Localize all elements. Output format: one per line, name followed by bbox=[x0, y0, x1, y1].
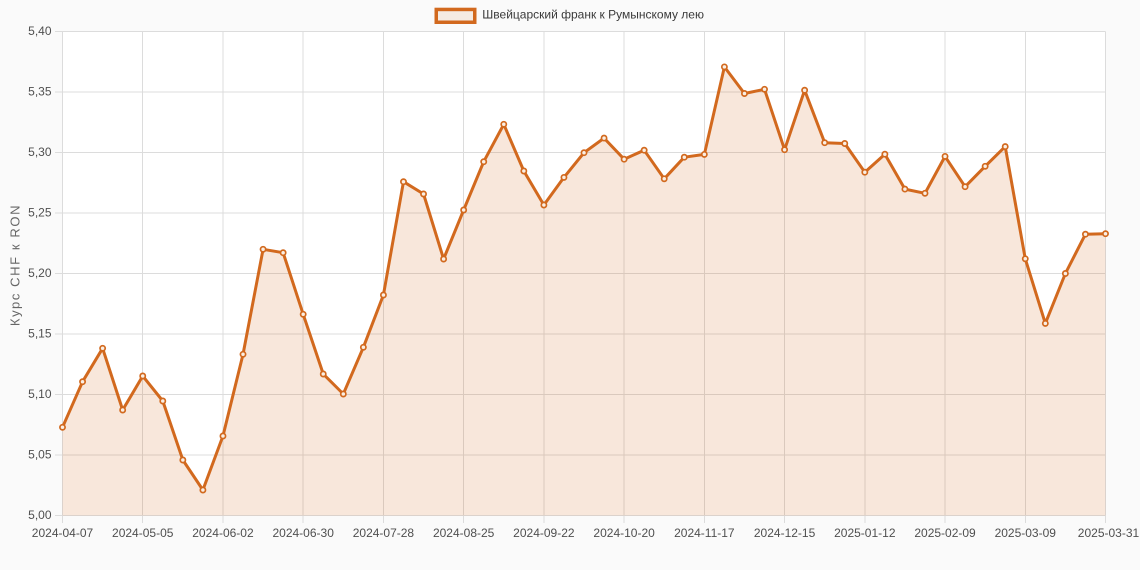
svg-text:2025-03-09: 2025-03-09 bbox=[995, 526, 1057, 540]
svg-text:Курс CHF к RON: Курс CHF к RON bbox=[8, 204, 23, 326]
svg-text:2024-04-07: 2024-04-07 bbox=[32, 526, 94, 540]
svg-text:2024-09-22: 2024-09-22 bbox=[513, 526, 575, 540]
svg-text:Швейцарский франк к Румынскому: Швейцарский франк к Румынскому лею bbox=[482, 8, 704, 22]
svg-text:2024-07-28: 2024-07-28 bbox=[353, 526, 415, 540]
svg-text:5,35: 5,35 bbox=[28, 84, 52, 98]
svg-text:2024-05-05: 2024-05-05 bbox=[112, 526, 174, 540]
svg-text:5,10: 5,10 bbox=[28, 387, 52, 401]
svg-text:5,05: 5,05 bbox=[28, 447, 52, 461]
svg-text:2025-03-31: 2025-03-31 bbox=[1078, 526, 1140, 540]
svg-text:2025-01-12: 2025-01-12 bbox=[834, 526, 896, 540]
svg-text:5,40: 5,40 bbox=[28, 24, 52, 38]
svg-text:5,15: 5,15 bbox=[28, 326, 52, 340]
svg-text:2024-06-02: 2024-06-02 bbox=[192, 526, 254, 540]
svg-text:2025-02-09: 2025-02-09 bbox=[914, 526, 976, 540]
svg-text:2024-08-25: 2024-08-25 bbox=[433, 526, 495, 540]
svg-text:5,00: 5,00 bbox=[28, 508, 52, 522]
svg-text:2024-10-20: 2024-10-20 bbox=[593, 526, 655, 540]
svg-text:2024-12-15: 2024-12-15 bbox=[754, 526, 816, 540]
svg-text:5,25: 5,25 bbox=[28, 205, 52, 219]
svg-text:2024-11-17: 2024-11-17 bbox=[674, 526, 735, 540]
svg-text:5,30: 5,30 bbox=[28, 145, 52, 159]
svg-text:2024-06-30: 2024-06-30 bbox=[272, 526, 334, 540]
svg-text:5,20: 5,20 bbox=[28, 266, 52, 280]
